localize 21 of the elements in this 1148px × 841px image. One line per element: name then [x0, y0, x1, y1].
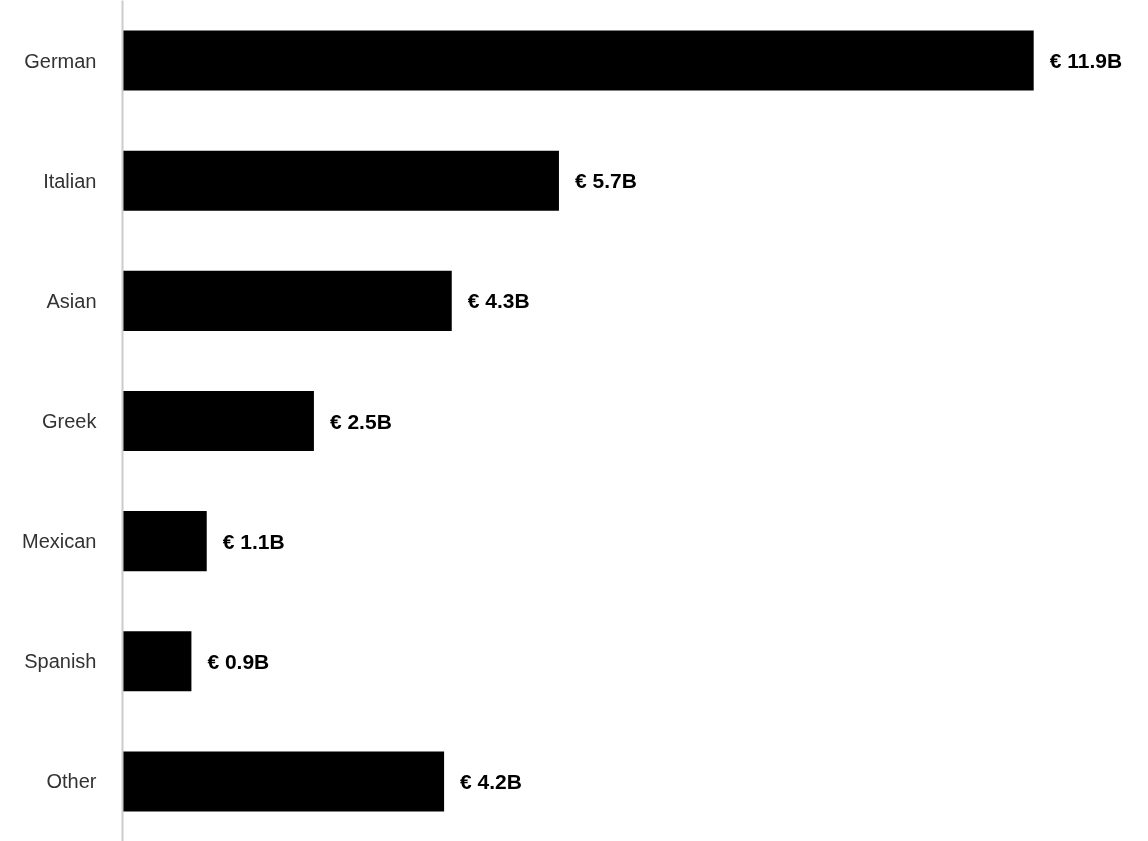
bar [122, 511, 207, 572]
bar [122, 390, 314, 452]
data-label: € 4.3B [467, 289, 530, 313]
bar [122, 751, 445, 812]
bar [122, 150, 559, 211]
y-tick-label: Mexican [22, 530, 97, 553]
y-tick-label: Asian [46, 289, 97, 312]
bar [122, 270, 452, 331]
data-label: € 11.9B [1049, 49, 1123, 73]
bar [122, 631, 192, 692]
y-tick-label: Spanish [24, 650, 97, 673]
data-label: € 0.9B [207, 649, 270, 673]
y-tick-label: Greek [42, 410, 98, 432]
data-label: € 2.5B [329, 409, 392, 433]
y-tick-label: German [24, 49, 97, 72]
data-label: € 4.2B [460, 769, 522, 793]
y-tick-label: Other [46, 770, 97, 793]
data-label: € 1.1B [222, 529, 285, 553]
bar [122, 30, 1034, 91]
y-tick-label: Italian [43, 169, 97, 192]
data-label: € 5.7B [574, 169, 637, 193]
